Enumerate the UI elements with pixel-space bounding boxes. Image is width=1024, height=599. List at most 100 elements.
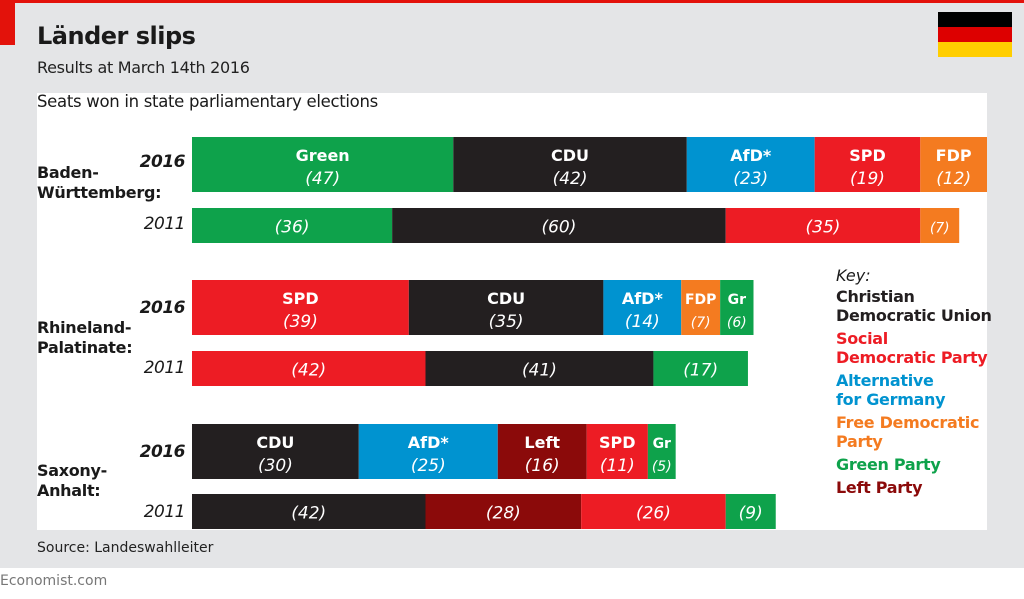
bar-value-label: (28) — [486, 504, 521, 524]
bar-segment-green — [725, 494, 776, 529]
state-label-rhineland-palatinate: Rhineland- Palatinate: — [37, 318, 133, 358]
bar-value-label: (12) — [936, 169, 971, 189]
bar-segment-cdu — [392, 208, 726, 243]
bar-segment-afd — [358, 424, 498, 479]
brand-footer: Economist.com — [0, 573, 108, 589]
legend-entry-line2: Democratic Party — [836, 348, 988, 367]
bar-value-label: (39) — [283, 312, 318, 332]
legend-entry-line2: for Germany — [836, 390, 946, 409]
bar-value-label: (6) — [727, 315, 747, 331]
bar-segment-fdp — [920, 137, 987, 192]
flag-stripe-red — [938, 27, 1012, 42]
bar-party-label: SPD — [599, 433, 636, 452]
legend-entry-green: Green Party — [836, 455, 992, 474]
bar-value-label: (30) — [258, 456, 293, 476]
bar-party-label: AfD* — [622, 289, 664, 308]
german-flag-icon — [938, 12, 1012, 57]
bar-value-label: (60) — [541, 218, 576, 238]
year-label-2016: 2016 — [139, 298, 186, 318]
panel-title: Seats won in state parliamentary electio… — [37, 92, 378, 111]
bar-segment-cdu — [192, 424, 359, 479]
bar-value-label: (11) — [600, 456, 635, 476]
bar-segment-spd — [586, 424, 648, 479]
bar-party-label: Left — [524, 433, 560, 452]
bar-segment-spd — [725, 208, 921, 243]
chart-subtitle: Results at March 14th 2016 — [37, 58, 250, 77]
bar-party-label: SPD — [849, 146, 886, 165]
bar-party-label: SPD — [282, 289, 319, 308]
state-label-line1: Baden- — [37, 163, 99, 182]
year-label-2016: 2016 — [139, 152, 186, 172]
legend-entry-line2: Democratic Union — [836, 306, 992, 325]
bar-value-label: (16) — [525, 456, 560, 476]
bar-party-label: FDP — [936, 146, 972, 165]
bar-segment-spd — [192, 351, 426, 386]
bar-segment-cdu — [453, 137, 687, 192]
legend-entry-line1: Christian — [836, 287, 915, 306]
bar-segment-cdu — [192, 494, 426, 529]
legend-entry-afd: Alternative for Germany — [836, 371, 992, 409]
top-red-stripe — [0, 0, 1024, 3]
bar-value-label: (7) — [930, 221, 950, 237]
legend-entry-line1: Free Democratic — [836, 413, 980, 432]
bar-party-label: CDU — [487, 289, 525, 308]
year-label-2016: 2016 — [139, 442, 186, 462]
bar-segment-afd — [686, 137, 815, 192]
flag-stripe-black — [938, 12, 1012, 27]
bar-value-label: (23) — [733, 169, 768, 189]
bar-value-label: (47) — [305, 169, 340, 189]
bar-value-label: (17) — [683, 361, 718, 381]
bar-party-label: FDP — [685, 292, 716, 308]
bar-party-label: CDU — [551, 146, 589, 165]
state-label-saxony-anhalt: Saxony- Anhalt: — [37, 461, 107, 501]
bar-value-label: (41) — [522, 361, 557, 381]
bar-value-label: (9) — [739, 504, 763, 524]
legend-entry-line1: Green Party — [836, 455, 941, 474]
legend-entry-fdp: Free Democratic Party — [836, 413, 992, 451]
year-label-2011: 2011 — [143, 358, 186, 378]
bar-value-label: (42) — [291, 504, 326, 524]
state-label-line2: Anhalt: — [37, 481, 101, 500]
bar-party-label: AfD* — [408, 433, 450, 452]
state-label-line2: Württemberg: — [37, 183, 162, 202]
bar-segment-afd — [603, 280, 682, 335]
bar-value-label: (25) — [411, 456, 446, 476]
bar-segment-cdu — [425, 351, 654, 386]
state-label-baden-wurttemberg: Baden- Württemberg: — [37, 163, 162, 203]
bar-segment-left — [497, 424, 587, 479]
bar-value-label: (7) — [691, 315, 711, 331]
source-note: Source: Landeswahlleiter — [37, 540, 214, 556]
bar-value-label: (35) — [806, 218, 841, 238]
state-label-line1: Saxony- — [37, 461, 107, 480]
bar-party-label: Gr — [653, 436, 671, 452]
bar-value-label: (36) — [275, 218, 310, 238]
state-label-line1: Rhineland- — [37, 318, 132, 337]
year-label-2011: 2011 — [143, 502, 186, 522]
bar-value-label: (42) — [291, 361, 326, 381]
bar-segment-green — [192, 137, 454, 192]
bar-segment-fdp — [920, 208, 960, 243]
bar-party-label: Green — [296, 146, 350, 165]
legend-entry-left: Left Party — [836, 478, 992, 497]
legend: Key: Christian Democratic Union Social Demo… — [836, 266, 992, 497]
bar-value-label: (5) — [652, 459, 672, 475]
chart-title: Länder slips — [37, 22, 196, 50]
bar-value-label: (26) — [636, 504, 671, 524]
bar-segment-green — [647, 424, 676, 479]
legend-entry-line2: Party — [836, 432, 883, 451]
bar-segment-green — [720, 280, 754, 335]
legend-entry-cdu: Christian Democratic Union — [836, 287, 992, 325]
bar-value-label: (14) — [625, 312, 660, 332]
bar-segment-cdu — [408, 280, 604, 335]
bar-segment-green — [192, 208, 393, 243]
legend-entry-line1: Left Party — [836, 478, 923, 497]
legend-entry-line1: Social — [836, 329, 888, 348]
bar-segment-green — [653, 351, 748, 386]
bar-segment-spd — [192, 280, 409, 335]
bar-value-label: (19) — [850, 169, 885, 189]
legend-title: Key: — [836, 266, 871, 285]
bar-segment-spd — [814, 137, 921, 192]
bar-party-label: AfD* — [730, 146, 772, 165]
bar-value-label: (35) — [489, 312, 524, 332]
